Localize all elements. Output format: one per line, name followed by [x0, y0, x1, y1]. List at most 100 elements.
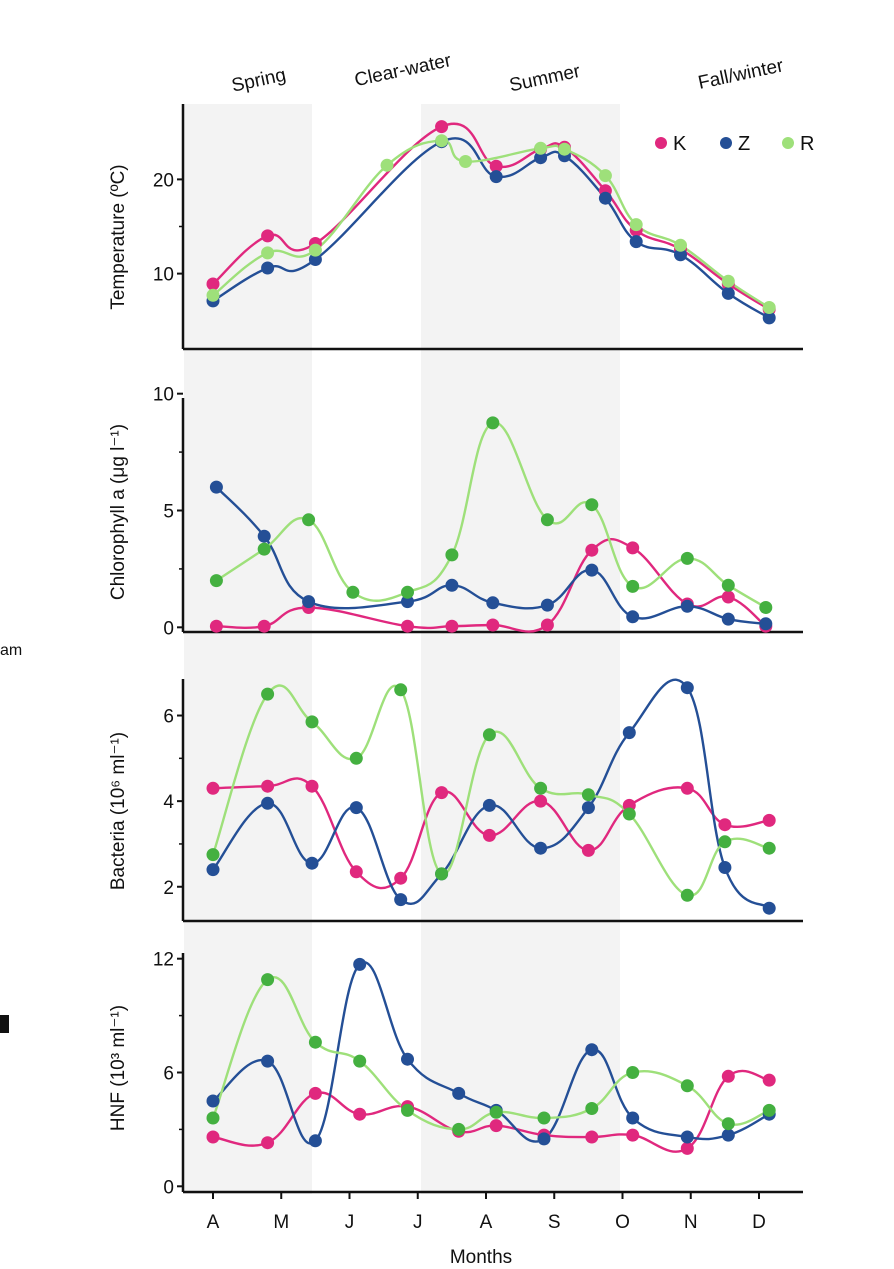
data-point-z: [626, 610, 640, 624]
data-point-z: [721, 612, 735, 626]
data-point-r: [261, 973, 275, 987]
data-point-k: [585, 543, 599, 557]
data-point-r: [759, 601, 773, 614]
data-point-r: [598, 169, 612, 183]
data-point-r: [762, 1103, 776, 1117]
y-tick-label: 6: [163, 707, 174, 728]
data-point-z: [674, 248, 687, 262]
data-point-k: [718, 818, 732, 832]
data-point-r: [401, 585, 414, 599]
data-point-k: [482, 828, 496, 842]
data-point-k: [261, 229, 275, 243]
data-point-r: [435, 134, 449, 148]
data-point-k: [261, 779, 275, 793]
margin-fragment-block: [0, 1015, 9, 1033]
data-point-r: [680, 1079, 694, 1093]
data-point-z: [308, 1134, 322, 1148]
data-point-z: [308, 253, 322, 266]
data-point-r: [257, 542, 271, 556]
data-point-z: [349, 801, 363, 815]
data-point-z: [759, 617, 773, 631]
data-point-r: [349, 751, 363, 765]
data-point-r: [626, 1066, 640, 1079]
data-point-k: [721, 1069, 735, 1083]
data-point-r: [762, 841, 776, 855]
data-point-k: [534, 794, 548, 808]
data-point-r: [308, 1035, 322, 1049]
season-label-clear-water: Clear-water: [353, 50, 454, 91]
data-point-z: [209, 480, 223, 494]
data-point-k: [349, 865, 363, 879]
data-point-k: [206, 781, 220, 795]
series-line-r: [211, 684, 771, 897]
data-point-z: [401, 595, 414, 609]
data-point-r: [459, 155, 472, 168]
data-point-z: [534, 841, 548, 855]
data-point-k: [585, 1130, 599, 1144]
data-point-k: [435, 786, 449, 800]
ylabel-temperature: Temperature (ºC): [108, 164, 129, 309]
x-tick-label: J: [345, 1212, 355, 1233]
data-point-z: [452, 1086, 466, 1100]
x-tick-label: A: [480, 1212, 493, 1233]
data-point-r: [308, 243, 322, 257]
data-point-z: [622, 726, 636, 740]
x-tick-label: S: [548, 1212, 561, 1233]
data-point-k: [261, 1136, 275, 1150]
data-point-z: [680, 1130, 694, 1144]
data-point-r: [482, 728, 496, 742]
data-point-k: [353, 1107, 367, 1121]
ylabel-hnf: HNF (10³ ml⁻¹): [108, 1005, 129, 1131]
spring-shade: [184, 104, 312, 1194]
legend-label-z: Z: [738, 133, 750, 155]
data-point-r: [585, 1102, 599, 1115]
y-tick-label: 6: [163, 1064, 174, 1085]
data-point-z: [718, 861, 732, 874]
y-tick-label: 12: [153, 950, 174, 971]
x-tick-label: M: [273, 1212, 289, 1233]
data-point-z: [598, 191, 612, 205]
legend-dot-r: [782, 137, 794, 149]
x-tick-label: O: [615, 1212, 630, 1233]
data-point-r: [537, 1111, 551, 1125]
data-point-k: [206, 1130, 220, 1144]
data-point-z: [585, 1043, 599, 1057]
data-point-z: [486, 596, 500, 610]
data-point-z: [261, 261, 275, 275]
data-point-r: [721, 1117, 735, 1131]
data-point-k: [401, 619, 414, 633]
data-point-r: [629, 218, 643, 232]
data-point-z: [626, 1111, 640, 1125]
data-point-r: [489, 1105, 503, 1119]
data-point-z: [585, 563, 599, 577]
data-point-z: [206, 863, 220, 877]
data-point-k: [445, 619, 459, 633]
data-point-z: [762, 901, 776, 915]
data-point-r: [626, 579, 640, 593]
y-tick-label: 2: [163, 878, 174, 899]
data-point-z: [489, 170, 503, 184]
data-point-z: [305, 856, 319, 870]
data-point-k: [721, 590, 735, 604]
data-point-z: [540, 598, 554, 612]
panel-bacteria: 2 4 6: [163, 678, 803, 923]
panel-chlorophyll: 0 5 10: [153, 385, 803, 639]
data-point-z: [721, 1128, 735, 1142]
data-point-r: [581, 788, 595, 802]
data-point-z: [445, 578, 459, 592]
legend-label-r: R: [800, 133, 814, 155]
data-point-k: [762, 813, 776, 827]
data-point-r: [558, 142, 571, 156]
data-point-r: [718, 835, 732, 849]
data-point-r: [622, 807, 636, 821]
y-tick-label: 4: [163, 792, 174, 813]
data-point-z: [581, 801, 595, 815]
y-tick-label: 0: [163, 618, 174, 639]
data-point-z: [401, 1052, 414, 1066]
data-point-r: [380, 158, 394, 172]
data-point-r: [302, 513, 316, 527]
data-point-z: [482, 798, 496, 812]
data-point-k: [394, 871, 408, 885]
season-label-spring: Spring: [230, 65, 288, 97]
